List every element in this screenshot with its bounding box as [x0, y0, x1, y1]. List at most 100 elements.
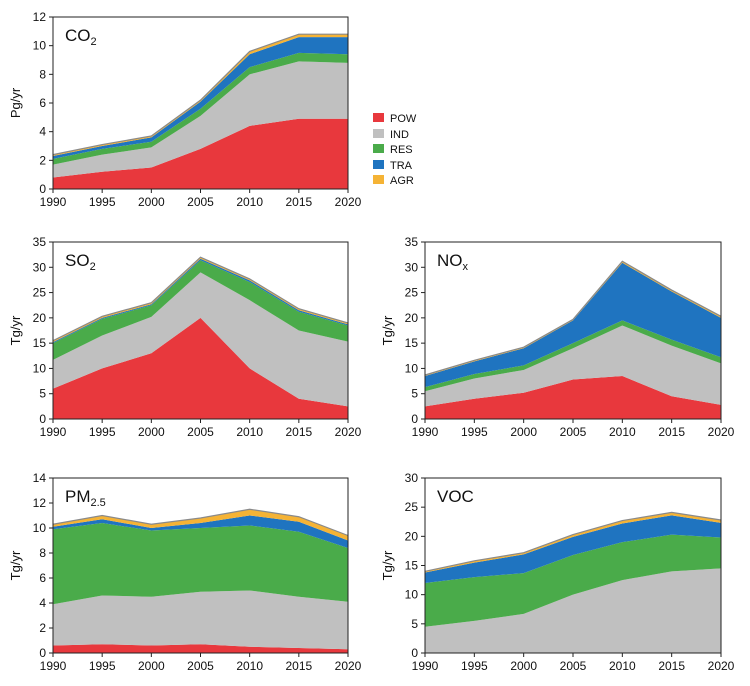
panel-title-sub-nox: x — [463, 261, 469, 273]
xtick-label-voc-1990: 1990 — [412, 659, 439, 673]
panel-title-pm25: PM2.5 — [65, 487, 106, 509]
area-outline-pm25 — [52, 508, 349, 537]
panel-title-so2: SO2 — [65, 251, 96, 273]
area-pm25-ind — [53, 590, 348, 650]
area-co2-tra — [53, 37, 348, 159]
panel-title-sub-so2: 2 — [90, 261, 96, 273]
xtick-label-so2-2000: 2000 — [138, 425, 165, 439]
ytick-label-nox-30: 30 — [405, 260, 419, 274]
area-voc-tra — [425, 515, 721, 583]
xtick-label-co2-2010: 2010 — [236, 195, 263, 209]
ytick-label-nox-0: 0 — [411, 412, 418, 426]
area-outline-nox — [424, 260, 722, 376]
ytick-label-so2-25: 25 — [33, 286, 47, 300]
legend-label-tra: TRA — [390, 160, 413, 172]
legend-entry-ind: IND — [373, 129, 409, 141]
xtick-label-nox-1995: 1995 — [461, 425, 488, 439]
xtick-label-pm25-2020: 2020 — [335, 659, 362, 673]
ylabel-voc: Tg/yr — [380, 550, 395, 580]
area-so2-ind — [53, 272, 348, 407]
ytick-label-nox-15: 15 — [405, 336, 419, 350]
panel-title-main-so2: SO — [65, 251, 90, 270]
legend-swatch-tra — [373, 160, 384, 169]
panel-title-sub-co2: 2 — [91, 36, 97, 48]
xtick-label-pm25-2015: 2015 — [285, 659, 312, 673]
xtick-label-so2-2020: 2020 — [335, 425, 362, 439]
ytick-label-so2-20: 20 — [33, 311, 47, 325]
area-nox-pow — [425, 376, 721, 419]
xtick-label-voc-2005: 2005 — [560, 659, 587, 673]
ylabel-nox: Tg/yr — [380, 315, 395, 345]
xtick-label-co2-1995: 1995 — [89, 195, 116, 209]
ytick-label-co2-10: 10 — [33, 39, 47, 53]
xtick-label-voc-2020: 2020 — [708, 659, 735, 673]
ylabel-pm25: Tg/yr — [8, 550, 23, 580]
xtick-label-nox-2010: 2010 — [609, 425, 636, 439]
xtick-label-co2-2020: 2020 — [335, 195, 362, 209]
ytick-label-so2-10: 10 — [33, 361, 47, 375]
chart-pm25: 0 2 4 6 8 10 12 14 1990 1995 2000 2005 2010 2015 2020 T… — [8, 471, 362, 673]
ytick-label-co2-8: 8 — [39, 67, 46, 81]
legend-label-pow: POW — [390, 113, 417, 125]
ytick-label-pm25-0: 0 — [39, 646, 46, 660]
ytick-label-so2-15: 15 — [33, 336, 47, 350]
area-pm25-res — [53, 523, 348, 605]
chart-nox: 0 5 10 15 20 25 30 35 1990 1995 2000 2005 2010 2015 20… — [380, 235, 735, 439]
ytick-label-nox-5: 5 — [411, 387, 418, 401]
panel-title-main-pm25: PM — [65, 487, 91, 506]
ytick-label-co2-6: 6 — [39, 96, 46, 110]
area-so2-pow — [53, 317, 348, 419]
area-pm25-agr — [53, 509, 348, 541]
area-outline-voc — [424, 511, 722, 572]
legend: POW IND RES TRA AGR — [373, 113, 417, 187]
area-voc-res — [425, 534, 721, 627]
area-pm25-pow — [53, 644, 348, 653]
ytick-label-so2-0: 0 — [39, 412, 46, 426]
panel-title-main-voc: VOC — [437, 487, 474, 506]
area-voc-agr — [425, 512, 721, 573]
area-nox-tra — [425, 262, 721, 388]
xtick-label-co2-2000: 2000 — [138, 195, 165, 209]
legend-label-ind: IND — [390, 129, 409, 141]
xtick-label-nox-2020: 2020 — [708, 425, 735, 439]
ytick-label-co2-12: 12 — [33, 10, 47, 24]
ytick-label-voc-0: 0 — [411, 646, 418, 660]
ytick-label-pm25-4: 4 — [39, 596, 46, 610]
xtick-label-nox-2000: 2000 — [510, 425, 537, 439]
panel-title-co2: CO2 — [65, 26, 97, 48]
xtick-label-so2-1990: 1990 — [40, 425, 67, 439]
legend-label-agr: AGR — [390, 175, 414, 187]
chart-co2: 0 2 4 6 8 10 12 1990 1995 2000 2005 2010 2015 2020 Pg/… — [8, 10, 362, 209]
panel-title-main-co2: CO — [65, 26, 91, 45]
xtick-label-pm25-1995: 1995 — [89, 659, 116, 673]
xtick-label-nox-2015: 2015 — [658, 425, 685, 439]
area-so2-res — [53, 260, 348, 360]
xtick-label-voc-2010: 2010 — [609, 659, 636, 673]
panel-title-sub-pm25: 2.5 — [91, 497, 106, 509]
area-voc-ind — [425, 568, 721, 653]
ytick-label-pm25-10: 10 — [33, 521, 47, 535]
ytick-label-voc-20: 20 — [405, 529, 419, 543]
xtick-label-pm25-2010: 2010 — [236, 659, 263, 673]
panel-title-main-nox: NO — [437, 251, 463, 270]
ytick-label-so2-30: 30 — [33, 260, 47, 274]
xtick-label-voc-1995: 1995 — [461, 659, 488, 673]
xtick-label-voc-2015: 2015 — [658, 659, 685, 673]
xtick-label-voc-2000: 2000 — [510, 659, 537, 673]
ylabel-co2: Pg/yr — [8, 87, 23, 118]
xtick-label-nox-1990: 1990 — [412, 425, 439, 439]
legend-swatch-res — [373, 144, 384, 153]
chart-so2: 0 5 10 15 20 25 30 35 1990 1995 2000 2005 2010 2015 20… — [8, 235, 362, 439]
legend-entry-agr: AGR — [373, 175, 414, 187]
ytick-label-pm25-12: 12 — [33, 496, 47, 510]
xtick-label-co2-2015: 2015 — [285, 195, 312, 209]
panel-title-voc: VOC — [437, 487, 474, 506]
legend-swatch-agr — [373, 175, 384, 184]
xtick-label-so2-1995: 1995 — [89, 425, 116, 439]
legend-swatch-pow — [373, 113, 384, 122]
ytick-label-voc-25: 25 — [405, 500, 419, 514]
ytick-label-pm25-14: 14 — [33, 471, 47, 485]
ylabel-so2: Tg/yr — [8, 315, 23, 345]
ytick-label-voc-30: 30 — [405, 471, 419, 485]
